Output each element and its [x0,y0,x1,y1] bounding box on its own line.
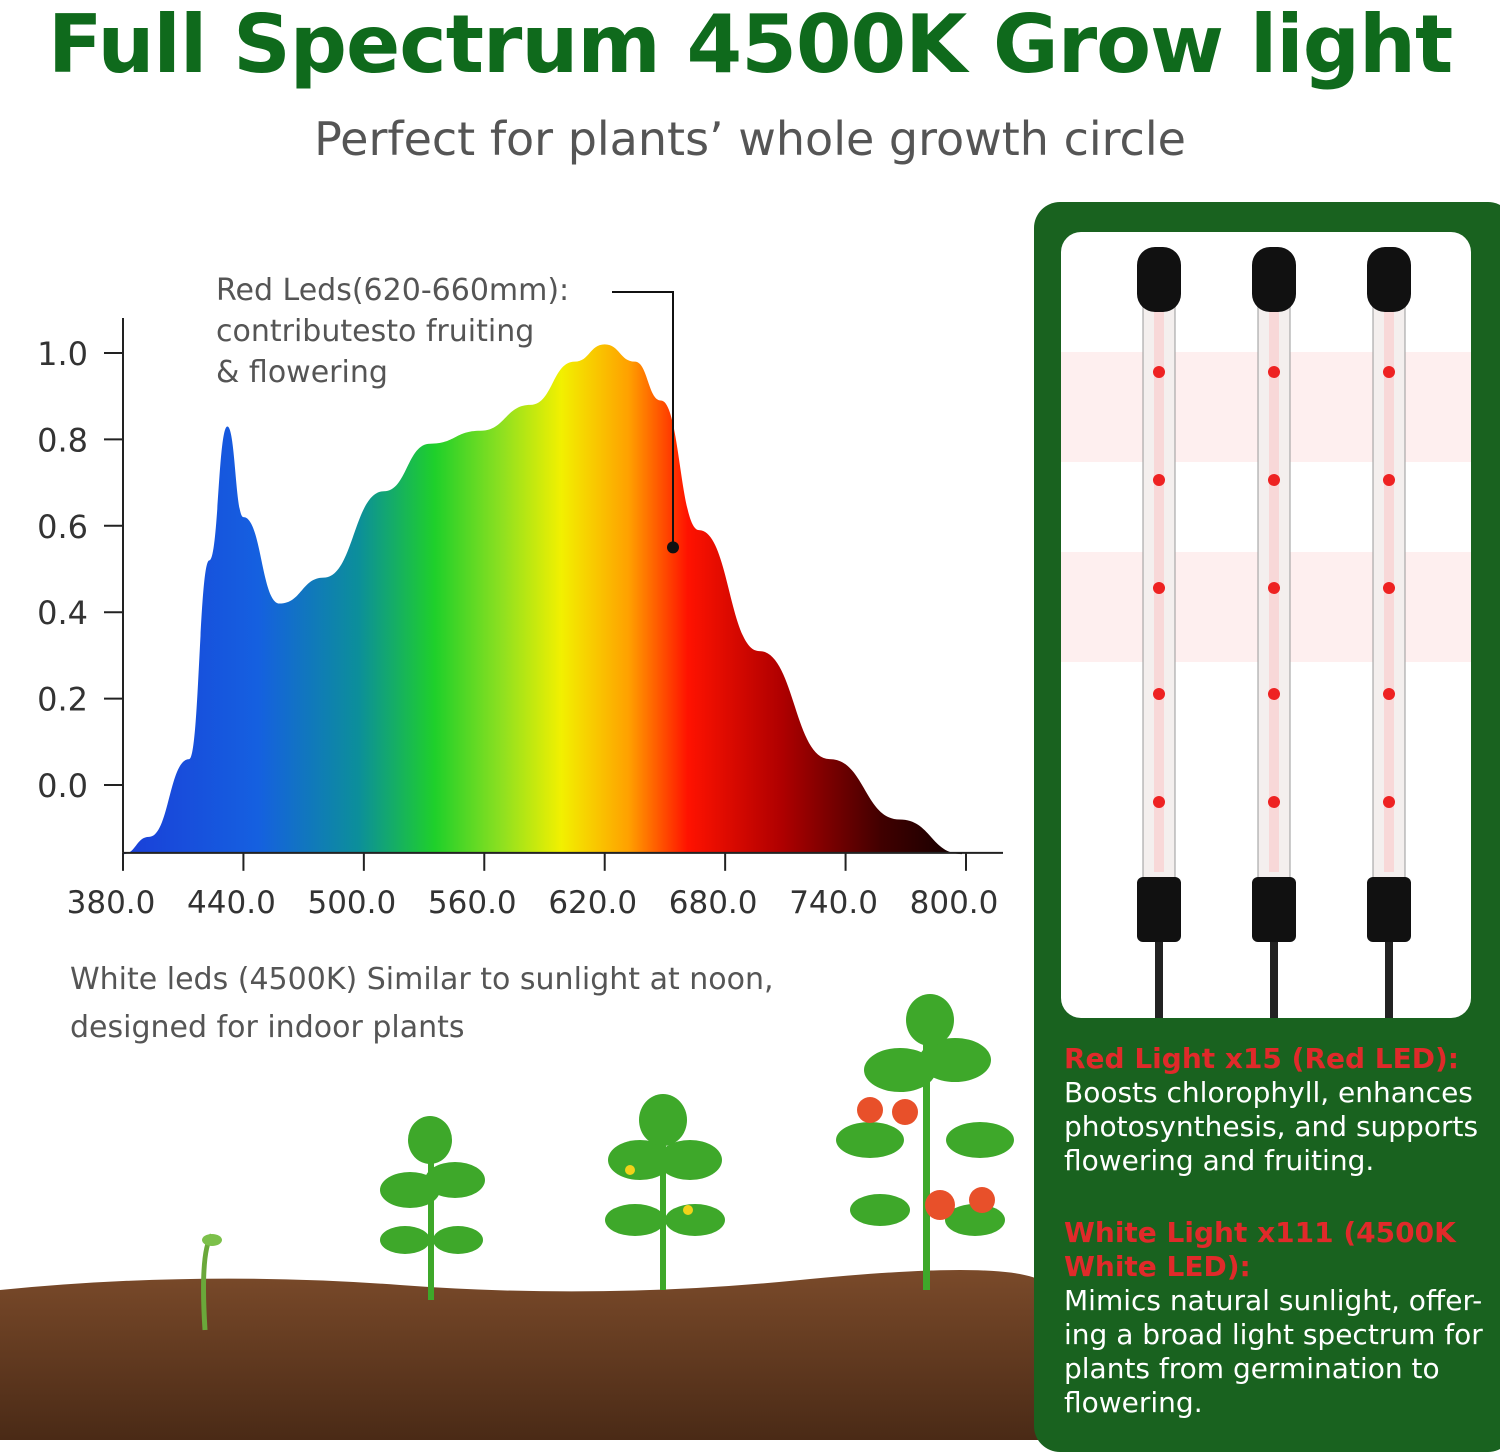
white-leds-note: White leds (4500K) Similar to sunlight a… [70,956,774,1052]
led-bar [1367,247,1411,1018]
y-tick-label: 1.0 [37,335,88,373]
red-led [1153,688,1165,700]
red-led [1383,688,1395,700]
leader-line [612,291,674,548]
end-cap [1252,247,1296,312]
white-note-line-2: designed for indoor plants [70,1010,465,1045]
red-led [1383,366,1395,378]
white-light-info: White Light x111 (4500K White LED): Mimi… [1064,1216,1494,1420]
end-cap [1137,247,1181,312]
x-tick-label: 680.0 [669,885,758,921]
base-cap [1367,877,1411,942]
y-tick-label: 0.4 [37,594,88,632]
white-light-heading: White Light x111 (4500K White LED): [1064,1216,1456,1283]
base-cap [1137,877,1181,942]
annotation-line-1: Red Leds(620-660mm): [216,273,570,308]
red-light-info: Red Light x15 (Red LED): Boosts chloroph… [1064,1042,1494,1178]
red-led [1268,582,1280,594]
red-led [1153,796,1165,808]
soil [0,1270,1040,1440]
white-light-body: Mimics natural sunlight, offer-ing a bro… [1064,1284,1483,1419]
red-led [1153,582,1165,594]
red-led [1153,366,1165,378]
x-tick-label: 500.0 [307,885,396,921]
x-tick-label: 620.0 [548,885,637,921]
x-tick-label: 560.0 [428,885,517,921]
flowering-plant [605,1094,725,1290]
red-leds-annotation: Red Leds(620-660mm): contributesto fruit… [216,270,569,393]
y-tick-label: 0.8 [37,421,88,459]
red-led [1153,474,1165,486]
led-bar [1252,247,1296,1018]
annotation-line-3: & flowering [216,355,388,390]
base-cap [1252,877,1296,942]
young-plant [380,1116,485,1300]
red-light-body: Boosts chlorophyll, enhances photosynthe… [1064,1076,1479,1177]
red-led [1268,688,1280,700]
x-tick-label: 740.0 [789,885,878,921]
plant-growth-illustration [0,994,1040,1440]
spectrum-area [123,344,962,855]
spectrum-chart: 1.0 0.8 0.6 0.4 0.2 0.0 380.0 440.0 500.0 560.0 62… [37,291,1003,921]
led-bar [1137,247,1181,1018]
y-tick-label: 0.6 [37,508,88,546]
red-led [1268,796,1280,808]
red-led [1383,582,1395,594]
fruiting-plant [836,994,1014,1290]
annotation-dot [667,541,679,554]
red-led [1383,474,1395,486]
annotation-line-2: contributesto fruiting [216,314,535,349]
end-cap [1367,247,1411,312]
x-tick-label: 380.0 [67,885,156,921]
red-led [1268,474,1280,486]
y-tick-label: 0.2 [37,681,88,719]
red-light-heading: Red Light x15 (Red LED): [1064,1042,1460,1075]
y-tick-label: 0.0 [37,767,88,805]
led-bars-photo [1061,232,1471,1018]
x-tick-label: 800.0 [910,885,999,921]
red-led [1268,366,1280,378]
page-subtitle: Perfect for plants’ whole growth circle [314,112,1186,166]
annotation-leader-line [612,291,679,554]
x-tick-label: 440.0 [187,885,276,921]
white-note-line-1: White leds (4500K) Similar to sunlight a… [70,962,774,997]
page-title: Full Spectrum 4500K Grow light [47,0,1453,91]
red-led [1383,796,1395,808]
